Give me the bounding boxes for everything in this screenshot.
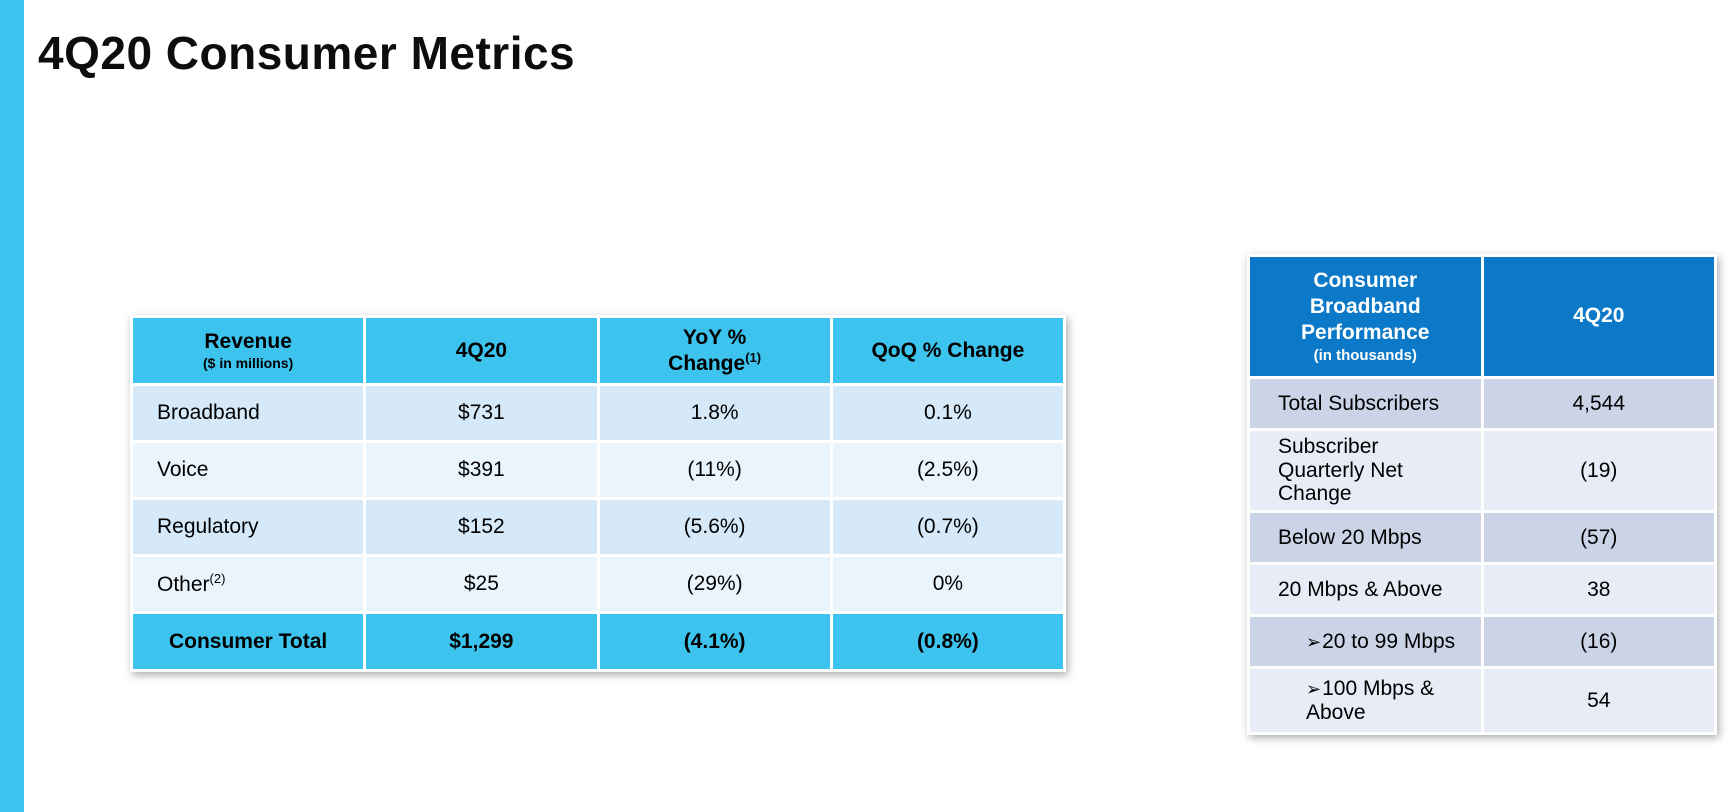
left-accent-bar	[0, 0, 24, 812]
revenue-header-row: Revenue ($ in millions) 4Q20 YoY % Chang…	[129, 315, 1067, 386]
row-value-qoq: (2.5%)	[829, 440, 1067, 500]
row-value: 54	[1480, 666, 1717, 735]
table-row-total-subscribers: Total Subscribers 4,544	[1247, 376, 1717, 431]
revenue-header-qoq: QoQ % Change	[829, 315, 1067, 386]
row-value-yoy: 1.8%	[596, 383, 833, 443]
row-value: 38	[1480, 562, 1717, 617]
row-value: (19)	[1480, 428, 1717, 513]
footnote-ref-2: (2)	[209, 571, 226, 586]
row-value-yoy: (29%)	[596, 554, 833, 614]
row-label: ➢100 Mbps & Above	[1247, 666, 1484, 735]
total-value-4q20: $1,299	[363, 611, 600, 672]
broadband-performance-table: Consumer Broadband Performance (in thous…	[1247, 254, 1717, 735]
row-label: Voice	[129, 440, 367, 500]
arrow-bullet-icon: ➢	[1306, 631, 1322, 652]
footnote-ref-1: (1)	[745, 350, 762, 365]
row-value: (16)	[1480, 614, 1717, 669]
row-value-4q20: $152	[363, 497, 600, 557]
row-label: ➢20 to 99 Mbps	[1247, 614, 1484, 669]
arrow-bullet-icon: ➢	[1306, 678, 1322, 699]
revenue-header-4q20: 4Q20	[363, 315, 600, 386]
broadband-header-cell: Consumer Broadband Performance (in thous…	[1247, 254, 1484, 379]
row-label: 20 Mbps & Above	[1247, 562, 1484, 617]
table-row-20-to-99mbps: ➢20 to 99 Mbps (16)	[1247, 614, 1717, 669]
revenue-table: Revenue ($ in millions) 4Q20 YoY % Chang…	[129, 315, 1067, 672]
table-row-100mbps-above: ➢100 Mbps & Above 54	[1247, 666, 1717, 735]
revenue-header-cell: Revenue ($ in millions)	[129, 315, 367, 386]
row-value-qoq: 0.1%	[829, 383, 1067, 443]
row-value-4q20: $391	[363, 440, 600, 500]
table-row-20mbps-above: 20 Mbps & Above 38	[1247, 562, 1717, 617]
row-value-yoy: (11%)	[596, 440, 833, 500]
row-label: Total Subscribers	[1247, 376, 1484, 431]
revenue-header-unit: ($ in millions)	[203, 355, 294, 372]
row-value-4q20: $731	[363, 383, 600, 443]
broadband-header-row: Consumer Broadband Performance (in thous…	[1247, 254, 1717, 379]
broadband-header-unit: (in thousands)	[1313, 346, 1417, 364]
table-row-voice: Voice $391 (11%) (2.5%)	[129, 440, 1067, 500]
row-label: Regulatory	[129, 497, 367, 557]
row-label: Other(2)	[129, 554, 367, 614]
table-row-broadband: Broadband $731 1.8% 0.1%	[129, 383, 1067, 443]
row-label: Broadband	[129, 383, 367, 443]
row-value-qoq: 0%	[829, 554, 1067, 614]
revenue-header-yoy: YoY % Change(1)	[596, 315, 833, 386]
row-value-yoy: (5.6%)	[596, 497, 833, 557]
revenue-header-title: Revenue	[204, 330, 292, 353]
total-label: Consumer Total	[129, 611, 367, 672]
total-value-qoq: (0.8%)	[829, 611, 1067, 672]
row-label: Subscriber Quarterly Net Change	[1247, 428, 1484, 513]
broadband-header-title: Consumer Broadband Performance	[1301, 268, 1430, 345]
row-label: Below 20 Mbps	[1247, 510, 1484, 565]
row-value: 4,544	[1480, 376, 1717, 431]
broadband-header-4q20: 4Q20	[1480, 254, 1717, 379]
row-value-qoq: (0.7%)	[829, 497, 1067, 557]
table-row-below-20mbps: Below 20 Mbps (57)	[1247, 510, 1717, 565]
total-value-yoy: (4.1%)	[596, 611, 833, 672]
table-row-subscriber-net-change: Subscriber Quarterly Net Change (19)	[1247, 428, 1717, 513]
row-value-4q20: $25	[363, 554, 600, 614]
page-title: 4Q20 Consumer Metrics	[38, 27, 576, 79]
row-value: (57)	[1480, 510, 1717, 565]
table-row-consumer-total: Consumer Total $1,299 (4.1%) (0.8%)	[129, 611, 1067, 672]
table-row-other: Other(2) $25 (29%) 0%	[129, 554, 1067, 614]
table-row-regulatory: Regulatory $152 (5.6%) (0.7%)	[129, 497, 1067, 557]
